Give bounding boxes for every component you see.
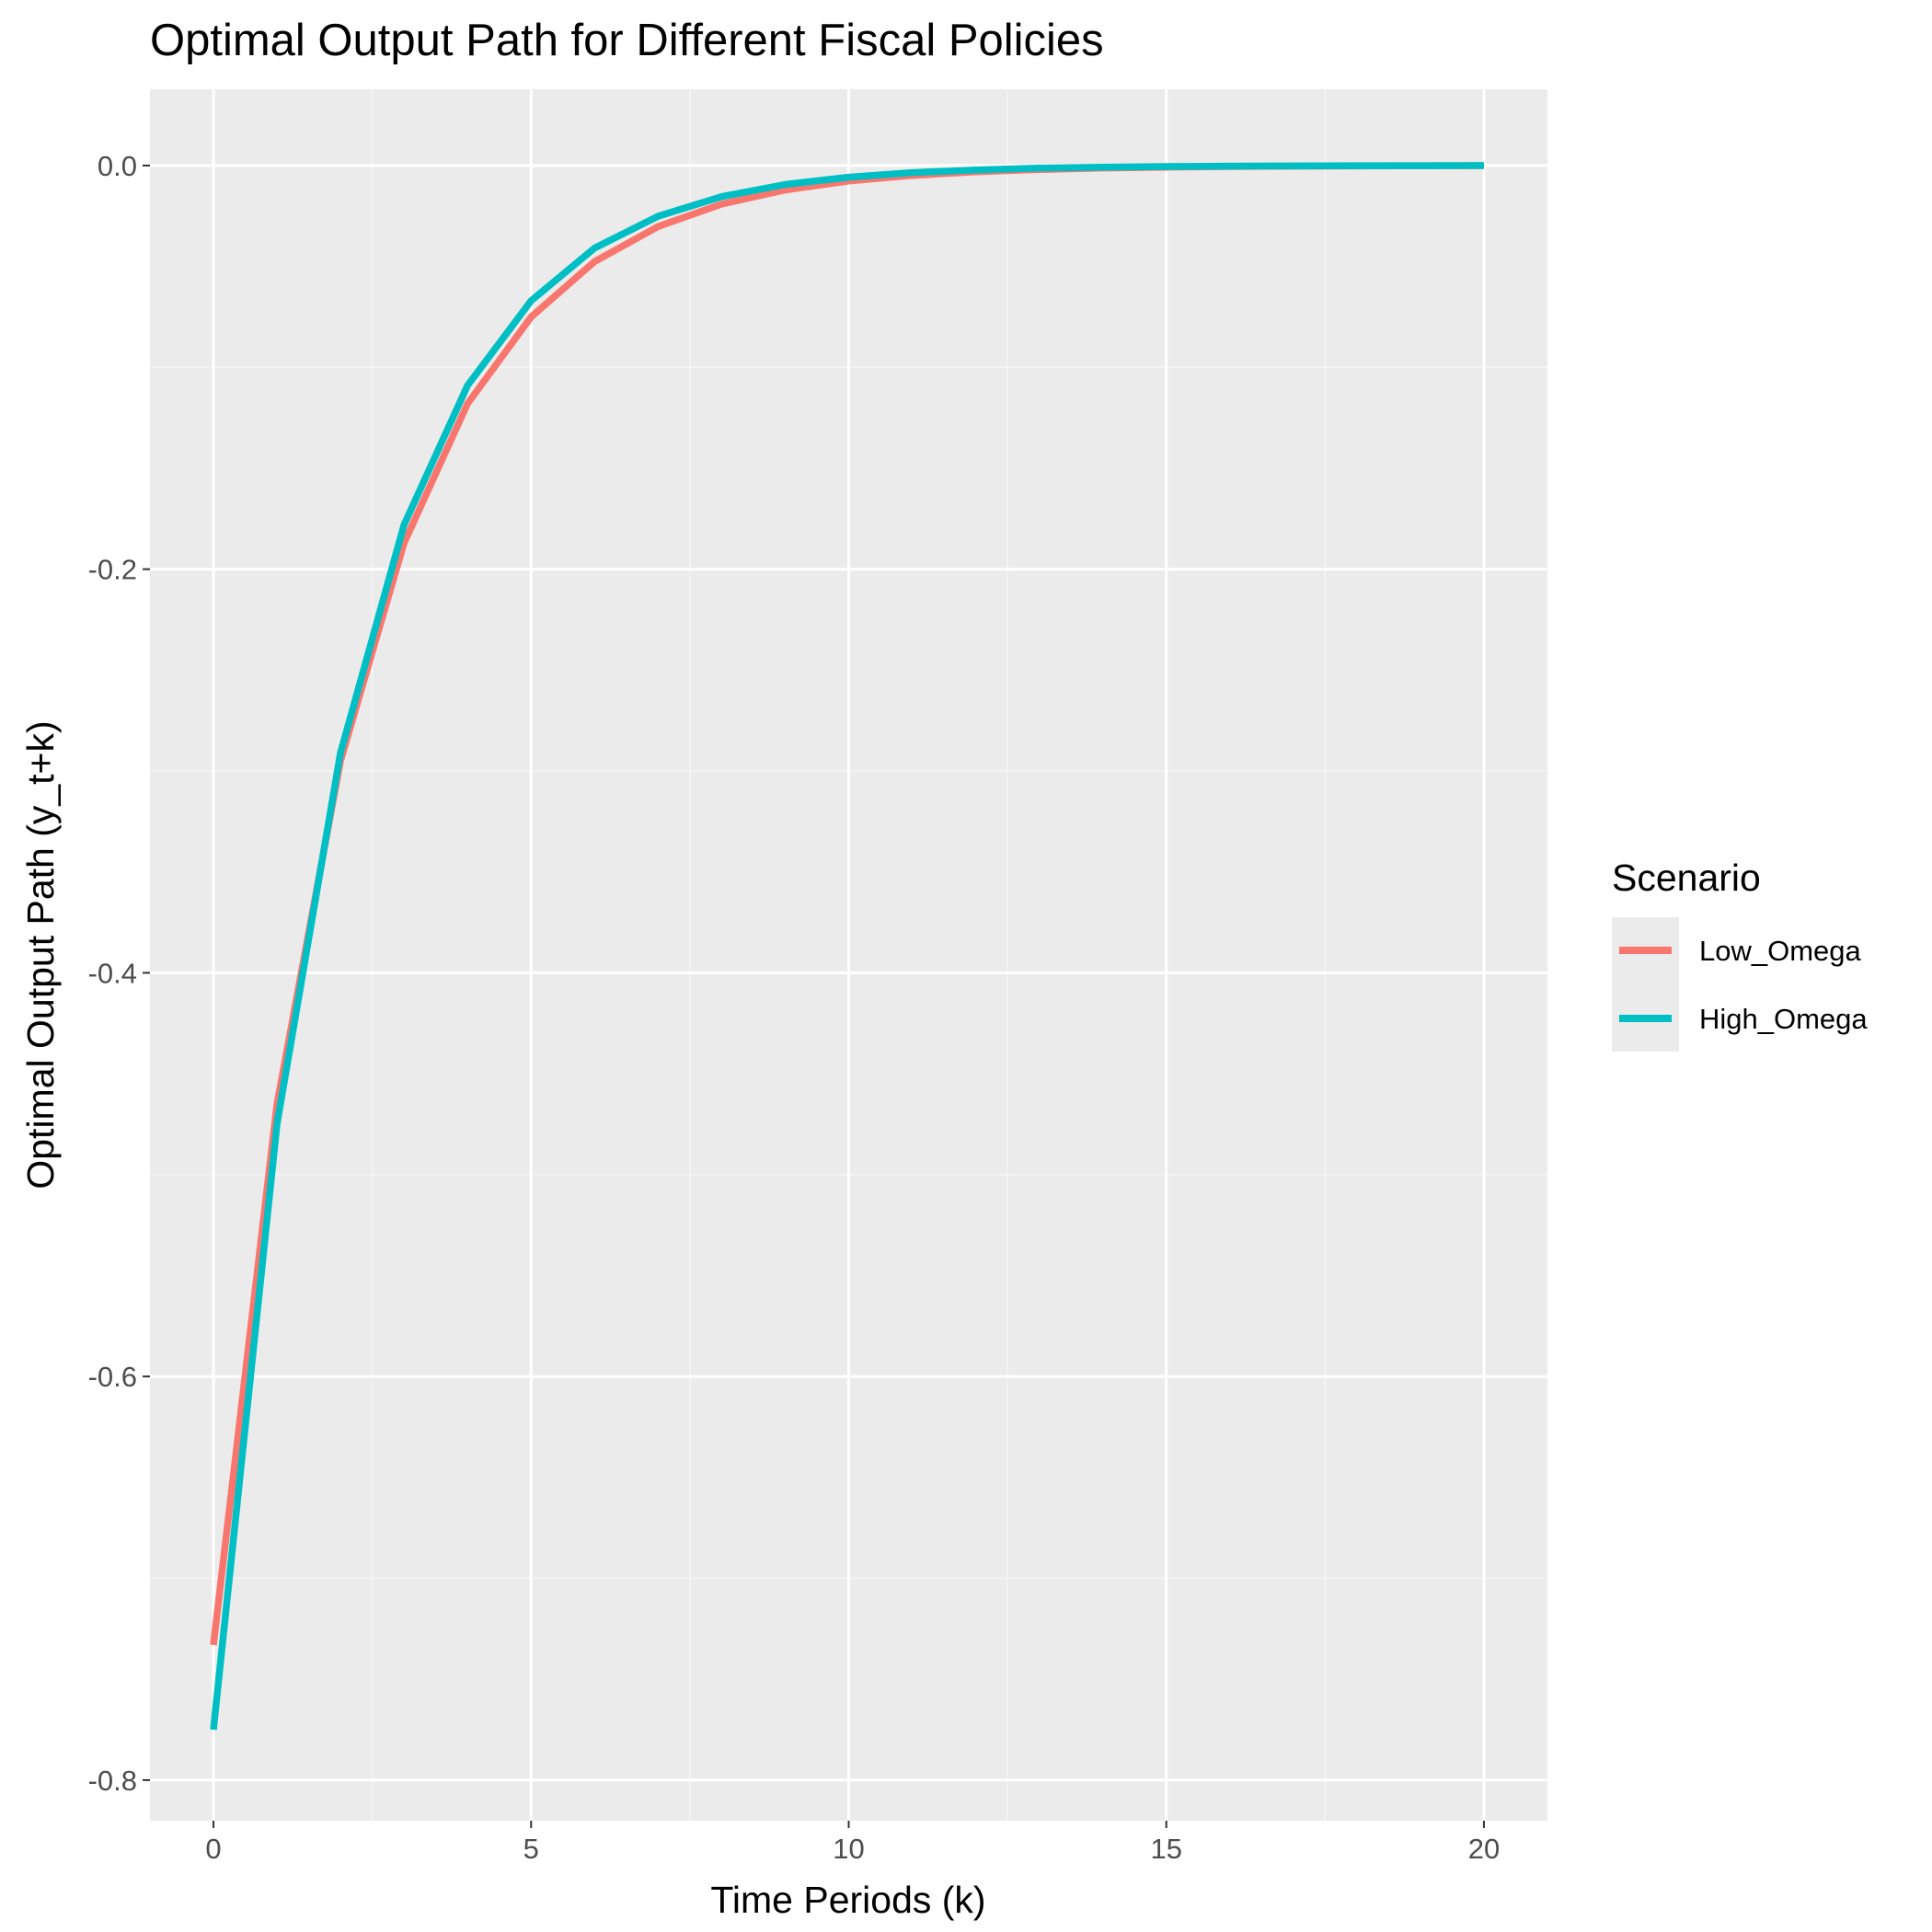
y-axis-title: Optimal Output Path (y_t+k) (19, 720, 62, 1189)
y-axis: 0.0 -0.2 -0.4 -0.6 -0.8 (88, 150, 150, 1797)
x-axis-title: Time Periods (k) (710, 1879, 985, 1921)
grid-major (150, 89, 1547, 1821)
series-line-high-omega (210, 162, 1485, 1731)
y-tick-label: -0.6 (88, 1361, 137, 1393)
x-tick-label: 10 (833, 1833, 864, 1865)
x-tick-label: 20 (1468, 1833, 1500, 1865)
legend: Scenario Low_Omega High_Omega (1612, 857, 1868, 1052)
y-tick-label: -0.2 (88, 554, 137, 586)
series-layer (210, 162, 1485, 1731)
y-tick-label: 0.0 (98, 150, 137, 182)
x-tick-label: 15 (1150, 1833, 1181, 1865)
x-tick-label: 5 (523, 1833, 539, 1865)
x-tick-label: 0 (205, 1833, 221, 1865)
legend-label-high-omega: High_Omega (1699, 1003, 1868, 1035)
chart-title: Optimal Output Path for Different Fiscal… (150, 16, 1104, 65)
y-tick-label: -0.8 (88, 1765, 137, 1797)
legend-key-background (1612, 917, 1679, 1052)
legend-label-low-omega: Low_Omega (1699, 935, 1862, 967)
legend-title: Scenario (1612, 857, 1761, 899)
y-tick-label: -0.4 (88, 957, 137, 989)
x-axis: 0 5 10 15 20 (205, 1821, 1500, 1865)
